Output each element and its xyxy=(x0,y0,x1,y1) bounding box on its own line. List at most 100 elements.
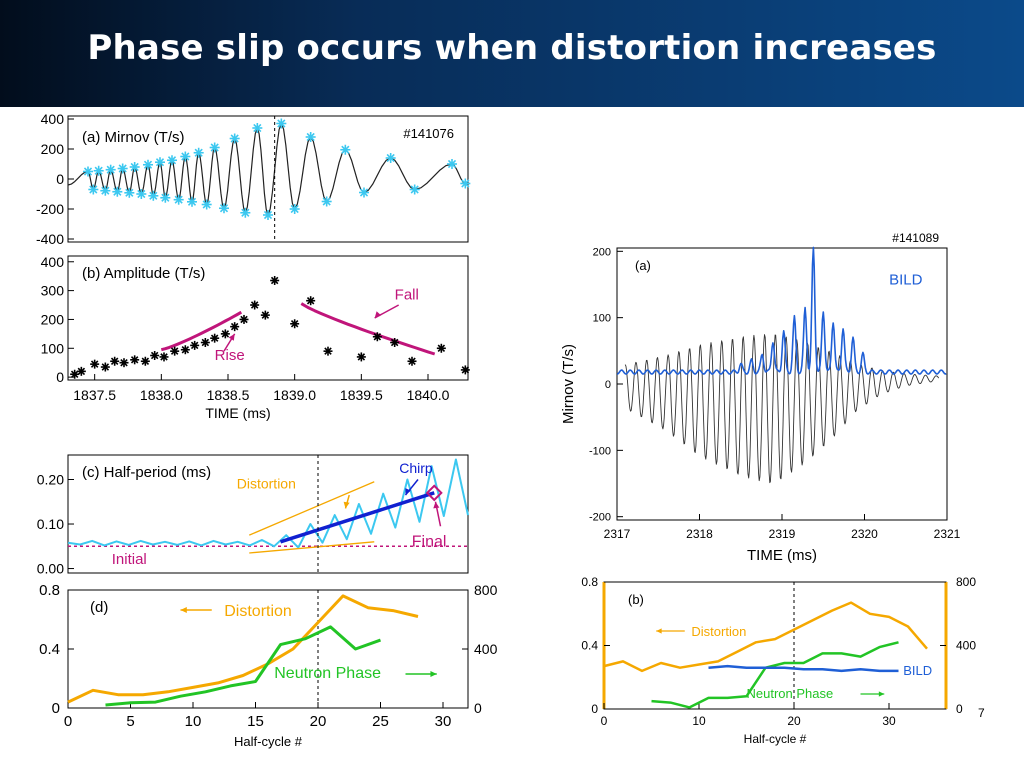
panel-b-point xyxy=(239,314,249,324)
panel-a-peak-marker-stroke xyxy=(277,119,286,128)
panel-b-point xyxy=(230,322,240,332)
panel-a-peak-marker-stroke xyxy=(210,143,219,152)
panel-b-fall-label: Fall xyxy=(395,286,419,303)
panel-b-label: (b) Amplitude (T/s) xyxy=(82,265,205,282)
panel-c-ytick-label: 0.10 xyxy=(37,516,64,532)
title-bar: Phase slip occurs when distortion increa… xyxy=(0,0,1024,107)
panel-a-peak-marker-stroke xyxy=(106,165,115,174)
panel-d-ytick-left-label: 0 xyxy=(52,700,60,717)
right-a-xtick-label: 2319 xyxy=(769,527,796,541)
panel-c-initial-label: Initial xyxy=(112,551,147,568)
panel-a-trough-marker-stroke xyxy=(202,200,211,209)
panel-b-point xyxy=(220,329,230,339)
panel-d-xtick-label: 0 xyxy=(64,713,72,730)
panel-b-xtick-label: 1839.0 xyxy=(273,387,316,403)
panel-a-peak-marker xyxy=(340,144,351,155)
panel-b-point-stroke xyxy=(210,334,219,342)
panel-b-point-stroke xyxy=(141,357,150,366)
panel-b-point xyxy=(90,359,100,369)
right-a-mirnov-trace xyxy=(624,334,940,484)
right-a-xtick-label: 2317 xyxy=(604,527,631,541)
panel-d-xtick-label: 30 xyxy=(435,713,452,730)
right-a-ylabel: Mirnov (T/s) xyxy=(560,344,577,424)
right-a-frame xyxy=(616,247,948,521)
panel-b-xtick-label: 1837.5 xyxy=(73,387,116,403)
panel-b-xlabel: TIME (ms) xyxy=(205,405,270,421)
panel-c-distortion-arrowhead xyxy=(343,501,350,509)
panel-a-peak-marker xyxy=(447,159,457,169)
panel-b-xtick-label: 1840.0 xyxy=(407,387,450,403)
panel-a-trough-marker-stroke xyxy=(263,210,273,220)
panel-a-peak-marker xyxy=(143,159,153,170)
panel-a-trough-marker xyxy=(409,184,420,195)
panel-b-point-stroke xyxy=(408,357,416,366)
panel-a-trough-marker-stroke xyxy=(461,179,470,188)
page-number: 7 xyxy=(978,706,985,720)
panel-b-point xyxy=(159,352,169,362)
panel-a-trough-marker xyxy=(136,189,147,199)
panel-c-chirp-arrowhead xyxy=(405,488,411,496)
panel-a-peak-marker-stroke xyxy=(83,167,93,176)
panel-a-trough-marker xyxy=(240,207,251,218)
panel-d-distortion-label: Distortion xyxy=(224,603,292,620)
panel-a-peak-marker-stroke xyxy=(230,134,239,143)
panel-b-fall-arrowhead xyxy=(374,311,382,318)
panel-b-point xyxy=(250,300,260,310)
panel-b-point-stroke xyxy=(250,301,259,309)
panel-a-ytick-label: -400 xyxy=(36,231,64,247)
right-a-bild-label: BILD xyxy=(889,271,923,288)
panel-b-point xyxy=(140,356,150,366)
panel-b-point xyxy=(260,310,270,320)
panel-a-peak-marker-stroke xyxy=(253,123,262,133)
panel-b-rise-label: Rise xyxy=(215,347,245,364)
panel-b-xtick-label: 1838.5 xyxy=(207,387,250,403)
panel-d-distortion-line xyxy=(67,594,419,704)
panel-c-final-label: Final xyxy=(412,533,447,550)
panel-b-point-stroke xyxy=(70,370,79,378)
panel-b-point-stroke xyxy=(373,332,382,341)
panel-b-point-stroke xyxy=(461,366,470,374)
right-b-distortion-label: Distortion xyxy=(691,624,746,639)
panel-a-trough-marker-stroke xyxy=(359,188,369,197)
panel-a-peak-marker xyxy=(209,142,220,153)
panel-b-point xyxy=(150,350,160,360)
right-b-xtick-label: 20 xyxy=(787,714,801,728)
panel-a-ytick-label: 0 xyxy=(56,171,64,187)
panel-b-ytick-label: 200 xyxy=(41,311,65,327)
panel-a-peak-marker-stroke xyxy=(130,162,139,172)
panel-b-xtick-label: 1839.5 xyxy=(340,387,383,403)
panel-c-distortion-envelope-lower xyxy=(249,541,375,554)
right-a-ytick-label: 200 xyxy=(593,246,611,258)
right-b-xtick-label: 0 xyxy=(601,714,608,728)
panel-d-ytick-right-label: 400 xyxy=(474,641,498,657)
panel-b-point xyxy=(372,332,382,342)
panel-a-trough-marker-stroke xyxy=(137,189,146,199)
panel-a-trough-marker xyxy=(148,190,159,201)
panel-b-point-stroke xyxy=(324,347,332,355)
right-b-neutron-line xyxy=(651,641,899,709)
panel-c-distortion-envelope-upper xyxy=(248,481,375,536)
panel-d-xtick-label: 5 xyxy=(126,713,134,730)
panel-a-peak-marker xyxy=(105,164,116,175)
panel-a-peak-marker xyxy=(276,118,287,129)
panel-b-point xyxy=(356,352,366,362)
panel-d-neutron-label: Neutron Phase xyxy=(274,665,381,682)
panel-b-point xyxy=(190,340,200,350)
panel-a-label: (a) Mirnov (T/s) xyxy=(82,129,185,146)
panel-a-trough-marker xyxy=(173,194,184,205)
panel-b-point xyxy=(210,333,220,343)
right-a-xtick-label: 2320 xyxy=(851,527,878,541)
panel-a-peak-marker-stroke xyxy=(118,164,127,173)
panel-a-peak-marker xyxy=(385,153,396,163)
panel-b-point-stroke xyxy=(160,353,168,361)
panel-b-point-stroke xyxy=(390,338,399,347)
panel-b-point-stroke xyxy=(306,296,315,305)
slide-title: Phase slip occurs when distortion increa… xyxy=(87,28,937,68)
panel-d-xtick-label: 10 xyxy=(185,713,202,730)
panel-a-peak-marker xyxy=(229,133,240,144)
panel-b-point-stroke xyxy=(101,363,110,371)
panel-d-ytick-left-label: 0.8 xyxy=(39,582,60,599)
panel-b-point-stroke xyxy=(130,356,139,364)
panel-b-point-stroke xyxy=(437,344,446,353)
panel-a-peak-marker xyxy=(180,151,191,162)
